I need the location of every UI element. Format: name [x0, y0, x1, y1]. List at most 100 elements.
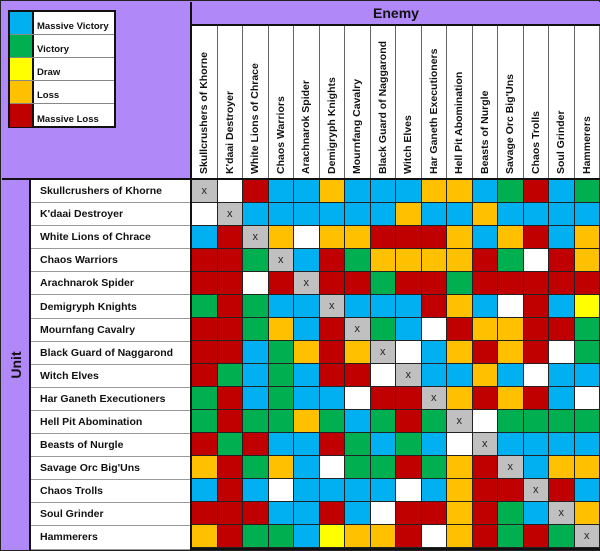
matchup-cell — [396, 387, 422, 410]
column-header: Black Guard of Naggarond — [371, 26, 396, 178]
matchup-cell — [268, 203, 294, 226]
matchup-cell — [319, 479, 345, 502]
matchup-cell — [472, 226, 498, 249]
matchup-cell — [345, 272, 371, 295]
matchup-cell — [268, 226, 294, 249]
matchup-cell — [574, 433, 600, 456]
row-header: Har Ganeth Executioners — [31, 388, 190, 411]
matchup-cell — [472, 203, 498, 226]
matchup-cell — [498, 203, 524, 226]
matchup-cell — [192, 249, 218, 272]
matchup-cell — [294, 226, 320, 249]
matchup-cell — [523, 318, 549, 341]
legend-item: Massive Loss — [10, 104, 114, 127]
matchup-cell — [447, 226, 473, 249]
matchup-cell — [243, 341, 269, 364]
matchup-cell — [549, 410, 575, 433]
matchup-cell — [217, 456, 243, 479]
matchup-cell — [523, 502, 549, 525]
matchup-cell — [447, 341, 473, 364]
matchup-cell — [498, 364, 524, 387]
column-header: K'daai Destroyer — [218, 26, 243, 178]
column-header: Savage Orc Big'Uns — [498, 26, 524, 178]
column-header: Hammerers — [575, 26, 600, 178]
column-header: Beasts of Nurgle — [473, 26, 498, 178]
matchup-cell — [574, 502, 600, 525]
matchup-cell — [319, 226, 345, 249]
matchup-cell — [523, 456, 549, 479]
legend-swatch — [10, 12, 34, 34]
matchup-cell — [319, 433, 345, 456]
matchup-cell — [268, 272, 294, 295]
matchup-cell — [523, 249, 549, 272]
matchup-cell — [549, 318, 575, 341]
matchup-cell — [447, 203, 473, 226]
matchup-cell — [472, 387, 498, 410]
matchup-cell — [472, 318, 498, 341]
row-header: White Lions of Chrace — [31, 226, 190, 250]
matchup-cell — [396, 295, 422, 318]
matchup-cell — [447, 479, 473, 502]
legend-label: Draw — [37, 67, 61, 78]
column-header: Chaos Trolls — [524, 26, 549, 178]
matchup-cell — [268, 502, 294, 525]
matchup-cell — [268, 410, 294, 433]
matchup-cell — [370, 295, 396, 318]
column-header-label: Demigryph Knights — [325, 77, 338, 174]
matchup-cell — [294, 249, 320, 272]
matchup-cell — [319, 387, 345, 410]
matchup-cell — [574, 479, 600, 502]
matchup-cell — [523, 433, 549, 456]
matchup-cell — [574, 341, 600, 364]
matchup-cell — [192, 456, 218, 479]
matchup-cell — [523, 387, 549, 410]
matchup-cell — [319, 525, 345, 548]
legend-swatch — [10, 104, 34, 127]
matchup-cell — [574, 249, 600, 272]
matchup-cell — [370, 364, 396, 387]
matchup-cell — [421, 502, 447, 525]
matchup-cell — [192, 364, 218, 387]
matchup-cell: x — [472, 433, 498, 456]
matchup-cell — [268, 180, 294, 203]
matchup-cell — [192, 226, 218, 249]
column-header-label: Chaos Warriors — [274, 96, 287, 174]
matchup-cell — [421, 479, 447, 502]
column-header-label: Beasts of Nurgle — [478, 90, 491, 174]
column-header: Skullcrushers of Khorne — [192, 26, 218, 178]
matchup-cell — [447, 456, 473, 479]
matchup-cell — [421, 318, 447, 341]
column-header-label: Har Ganeth Executioners — [427, 48, 440, 174]
matchup-cell — [345, 502, 371, 525]
matchup-cell: x — [370, 341, 396, 364]
legend-swatch — [10, 35, 34, 57]
column-header: Hell Pit Abomination — [447, 26, 473, 178]
matchup-cell — [294, 341, 320, 364]
matchup-cell — [447, 249, 473, 272]
matchup-cell — [472, 272, 498, 295]
matchup-cell — [447, 387, 473, 410]
matchup-cell — [294, 479, 320, 502]
matchup-cell — [294, 295, 320, 318]
matchup-cell — [345, 295, 371, 318]
matchup-cell — [268, 387, 294, 410]
matchup-cell — [396, 502, 422, 525]
matchup-cell — [370, 456, 396, 479]
matchup-cell — [549, 433, 575, 456]
matchup-cell — [523, 410, 549, 433]
matchup-cell — [294, 203, 320, 226]
matchup-cell — [294, 525, 320, 548]
matchup-cell — [549, 479, 575, 502]
matchup-cell — [549, 295, 575, 318]
matchup-cell — [523, 525, 549, 548]
matchup-cell — [574, 410, 600, 433]
column-header-label: Savage Orc Big'Uns — [504, 74, 517, 174]
matchup-cell — [319, 272, 345, 295]
row-header: Chaos Warriors — [31, 249, 190, 273]
matchup-cell — [549, 272, 575, 295]
matchup-cell: x — [421, 387, 447, 410]
row-header: Beasts of Nurgle — [31, 434, 190, 458]
matchup-cell — [370, 479, 396, 502]
matchup-cell — [370, 203, 396, 226]
column-header: Har Ganeth Executioners — [422, 26, 447, 178]
